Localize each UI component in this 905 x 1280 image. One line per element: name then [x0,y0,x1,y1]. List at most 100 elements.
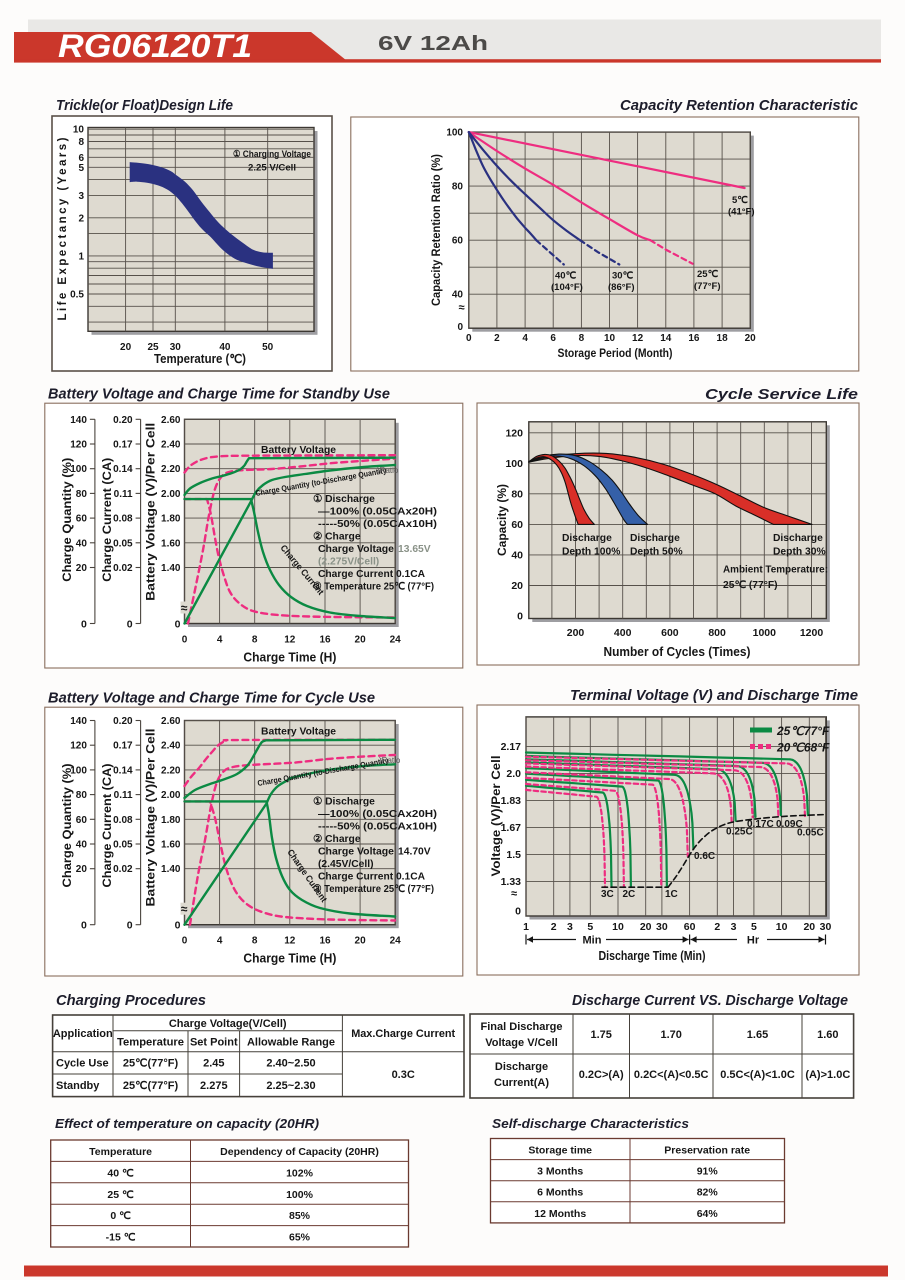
svg-text:80: 80 [511,488,523,500]
svg-text:25℃: 25℃ [697,269,719,280]
svg-text:0.5: 0.5 [70,290,84,301]
svg-text:2.20: 2.20 [161,464,181,475]
svg-text:25℃ (77°F): 25℃ (77°F) [723,580,778,591]
svg-text:1.65: 1.65 [747,1029,768,1041]
svg-text:0.11: 0.11 [114,489,133,500]
svg-text:30: 30 [820,921,832,933]
svg-text:12 Months: 12 Months [534,1208,586,1220]
svg-text:-----50% (0.05CAx10H): -----50% (0.05CAx10H) [318,822,437,833]
svg-text:2.40: 2.40 [161,741,181,752]
svg-text:0: 0 [127,920,133,932]
svg-text:600: 600 [661,627,679,639]
svg-text:Storage time: Storage time [528,1145,592,1157]
svg-text:Hr: Hr [747,935,760,947]
svg-text:(A)>1.0C: (A)>1.0C [805,1069,850,1081]
svg-text:102%: 102% [286,1167,314,1179]
svg-text:Discharge: Discharge [562,533,612,544]
svg-text:16: 16 [688,333,700,344]
svg-text:2C: 2C [623,889,636,900]
svg-text:0.14: 0.14 [113,765,133,776]
svg-text:4: 4 [217,936,223,947]
svg-text:0.25C: 0.25C [726,827,753,838]
svg-text:2.275: 2.275 [200,1080,228,1092]
svg-text:Terminal Voltage (V) and Disch: Terminal Voltage (V) and Discharge Time [570,688,858,704]
svg-text:0.02: 0.02 [113,563,133,574]
svg-text:-----50% (0.05CAx10H): -----50% (0.05CAx10H) [318,519,437,530]
svg-text:1.75: 1.75 [590,1029,611,1041]
svg-text:Capacity Retention Ratio (%): Capacity Retention Ratio (%) [431,154,443,306]
svg-text:Discharge: Discharge [773,533,823,544]
svg-text:Depth 30%: Depth 30% [773,547,826,558]
svg-text:82%: 82% [697,1187,719,1199]
svg-text:1.40: 1.40 [161,864,181,875]
svg-text:Allowable Range: Allowable Range [247,1037,335,1049]
svg-text:25: 25 [147,342,159,353]
svg-text:0.3C: 0.3C [392,1069,415,1081]
svg-text:Battery Voltage (V)/Per Cell: Battery Voltage (V)/Per Cell [145,423,157,601]
svg-text:8: 8 [78,137,84,148]
svg-text:1.5: 1.5 [506,849,521,861]
svg-text:5: 5 [78,163,84,174]
svg-text:Trickle(or Float)Design Life: Trickle(or Float)Design Life [56,97,233,114]
svg-text:1000: 1000 [753,627,777,639]
svg-text:0: 0 [81,920,87,932]
svg-text:1.70: 1.70 [660,1029,681,1041]
svg-text:(41°F): (41°F) [728,207,755,218]
svg-text:14: 14 [660,333,672,344]
svg-text:40: 40 [219,342,231,353]
svg-text:100: 100 [505,458,523,470]
svg-text:16: 16 [319,635,331,646]
svg-text:0.14: 0.14 [113,464,133,475]
svg-text:Depth 100%: Depth 100% [562,547,620,558]
svg-text:0: 0 [515,906,521,918]
svg-text:1.33: 1.33 [501,876,522,888]
svg-text:10: 10 [604,333,616,344]
svg-text:8: 8 [252,635,258,646]
svg-text:100: 100 [446,128,463,139]
svg-text:2.25 V/Cell: 2.25 V/Cell [248,163,296,174]
svg-text:60: 60 [76,815,88,826]
svg-text:Temperature: Temperature [117,1037,184,1049]
svg-text:8: 8 [579,333,585,344]
svg-text:40℃: 40℃ [555,271,577,282]
svg-text:120: 120 [505,427,523,439]
svg-text:Voltage (V)/Per Cell: Voltage (V)/Per Cell [491,756,503,877]
svg-text:2: 2 [494,333,500,344]
svg-text:30: 30 [170,342,182,353]
svg-text:0.17: 0.17 [113,741,133,752]
svg-text:20: 20 [355,635,367,646]
svg-text:1: 1 [523,921,529,933]
svg-text:120: 120 [70,741,87,752]
svg-text:Charge Current (CA): Charge Current (CA) [102,458,114,582]
svg-text:91%: 91% [697,1166,719,1178]
svg-text:20: 20 [76,864,88,875]
svg-text:2: 2 [551,921,557,933]
svg-text:0.5C<(A)<1.0C: 0.5C<(A)<1.0C [720,1069,795,1081]
svg-text:12: 12 [284,635,296,646]
svg-text:Charge Voltage: Charge Voltage [318,544,394,555]
svg-text:3: 3 [731,921,737,933]
svg-text:Capacity (%): Capacity (%) [497,484,509,556]
svg-text:0: 0 [517,611,523,623]
svg-text:Life Expectancy (Years): Life Expectancy (Years) [57,137,69,320]
svg-text:Charge Current 0.1CA: Charge Current 0.1CA [318,569,426,580]
svg-text:Cycle Use: Cycle Use [56,1058,109,1070]
svg-text:14.70V: 14.70V [398,847,431,858]
svg-text:Discharge Time (Min): Discharge Time (Min) [599,949,706,963]
svg-text:0: 0 [182,635,188,646]
svg-text:0.02: 0.02 [113,864,133,875]
svg-text:② Charge: ② Charge [313,532,361,543]
svg-text:120: 120 [70,440,87,451]
svg-text:Number of Cycles (Times): Number of Cycles (Times) [604,645,751,659]
svg-text:0.20: 0.20 [113,415,133,426]
svg-text:60: 60 [511,519,523,531]
svg-text:① Discharge: ① Discharge [313,494,375,505]
svg-text:(2.275V/Cell): (2.275V/Cell) [318,557,379,568]
svg-text:3: 3 [567,921,573,933]
svg-text:80: 80 [76,489,88,500]
svg-text:20: 20 [803,921,815,933]
svg-text:Min: Min [583,935,602,947]
svg-text:1: 1 [78,251,84,262]
svg-text:12: 12 [284,936,296,947]
svg-text:10: 10 [73,125,85,136]
